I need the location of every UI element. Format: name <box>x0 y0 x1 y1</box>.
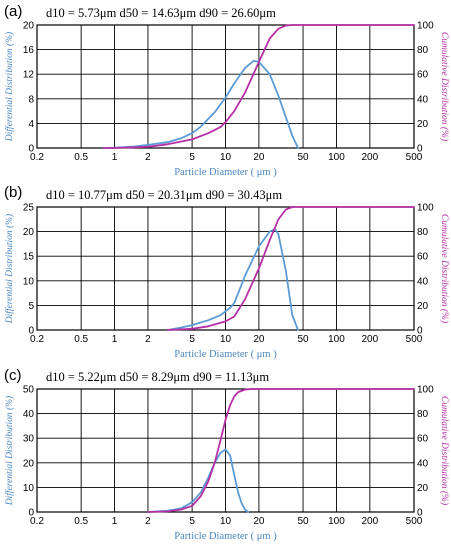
x-tick-label: 10 <box>220 516 232 527</box>
x-tick-label: 500 <box>406 152 423 163</box>
y-right-tick-label: 60 <box>417 70 429 81</box>
stats-text: d10 = 10.77μm d50 = 20.31μm d90 = 30.43μ… <box>46 188 282 202</box>
x-tick-label: 5 <box>189 516 195 527</box>
y-left-tick-label: 0 <box>28 326 34 337</box>
y-left-tick-label: 40 <box>23 409 35 420</box>
x-tick-label: 2 <box>145 516 151 527</box>
y-right-tick-label: 0 <box>417 326 423 337</box>
x-tick-label: 0.2 <box>30 516 44 527</box>
x-tick-label: 0.5 <box>74 152 88 163</box>
y-right-tick-label: 20 <box>417 483 429 494</box>
differential-distribution-line <box>166 228 299 331</box>
panel-label: (c) <box>4 367 22 384</box>
y-right-tick-label: 20 <box>417 301 429 312</box>
x-tick-label: 500 <box>406 334 423 345</box>
cumulative-distribution-line <box>102 24 415 149</box>
x-tick-label: 10 <box>220 334 232 345</box>
x-tick-label: 0.5 <box>74 516 88 527</box>
y-right-tick-label: 60 <box>417 434 429 445</box>
x-tick-label: 200 <box>362 152 379 163</box>
x-tick-label: 100 <box>328 334 345 345</box>
x-tick-label: 20 <box>253 152 265 163</box>
x-tick-label: 200 <box>362 516 379 527</box>
differential-distribution-line <box>146 448 250 513</box>
cumulative-distribution-line <box>166 206 415 331</box>
y-left-tick-label: 50 <box>23 385 35 396</box>
y-right-tick-label: 100 <box>417 385 434 396</box>
x-tick-label: 5 <box>189 334 195 345</box>
x-tick-label: 500 <box>406 516 423 527</box>
x-axis-label: Particle Diameter ( μm ) <box>174 531 277 542</box>
x-tick-label: 1 <box>112 516 118 527</box>
y-right-tick-label: 0 <box>417 508 423 519</box>
y-right-tick-label: 100 <box>417 203 434 214</box>
y-left-tick-label: 5 <box>28 301 34 312</box>
x-tick-label: 50 <box>297 152 309 163</box>
y-right-axis-label: Cumulative Distribution (%) <box>439 214 450 323</box>
chart-panel-0: (a) d10 = 5.73μm d50 = 14.63μm d90 = 26.6… <box>4 3 450 178</box>
y-right-tick-label: 0 <box>417 144 423 155</box>
y-left-tick-label: 4 <box>28 119 34 130</box>
y-right-tick-label: 60 <box>417 252 429 263</box>
y-left-tick-label: 16 <box>23 45 35 56</box>
y-right-tick-label: 20 <box>417 119 429 130</box>
x-tick-label: 100 <box>328 516 345 527</box>
y-left-tick-label: 0 <box>28 508 34 519</box>
x-axis-label: Particle Diameter ( μm ) <box>174 167 277 178</box>
plot-frame <box>36 24 415 149</box>
differential-distribution-line <box>102 59 299 149</box>
x-tick-label: 0.5 <box>74 334 88 345</box>
y-right-tick-label: 40 <box>417 276 429 287</box>
y-left-tick-label: 30 <box>23 434 35 445</box>
chart-panel-2: (c) d10 = 5.22μm d50 = 8.29μm d90 = 11.13… <box>4 367 450 542</box>
y-right-tick-label: 80 <box>417 45 429 56</box>
x-tick-label: 10 <box>220 152 232 163</box>
stats-text: d10 = 5.73μm d50 = 14.63μm d90 = 26.60μm <box>46 6 276 20</box>
x-tick-label: 2 <box>145 334 151 345</box>
y-left-tick-label: 25 <box>23 203 35 214</box>
cumulative-distribution-line <box>146 388 415 513</box>
x-tick-label: 0.2 <box>30 152 44 163</box>
x-tick-label: 2 <box>145 152 151 163</box>
plot-frame <box>36 388 415 513</box>
y-left-tick-label: 20 <box>23 21 35 32</box>
stats-text: d10 = 5.22μm d50 = 8.29μm d90 = 11.13μm <box>46 370 269 384</box>
y-left-tick-label: 12 <box>23 70 35 81</box>
chart-panel-1: (b) d10 = 10.77μm d50 = 20.31μm d90 = 30.… <box>4 184 450 360</box>
panel-label: (b) <box>4 184 22 201</box>
x-tick-label: 100 <box>328 152 345 163</box>
y-left-axis-label: Differential Distribution (%) <box>4 396 15 506</box>
y-right-tick-label: 40 <box>417 94 429 105</box>
x-tick-label: 20 <box>253 516 265 527</box>
y-left-tick-label: 20 <box>23 458 35 469</box>
x-tick-label: 200 <box>362 334 379 345</box>
y-left-tick-label: 15 <box>23 252 35 263</box>
x-tick-label: 1 <box>112 334 118 345</box>
y-left-tick-label: 10 <box>23 483 35 494</box>
x-tick-label: 0.2 <box>30 334 44 345</box>
x-axis-label: Particle Diameter ( μm ) <box>174 349 277 360</box>
y-right-axis-label: Cumulative Distribution (%) <box>439 32 450 141</box>
y-left-tick-label: 0 <box>28 144 34 155</box>
y-left-axis-label: Differential Distribution (%) <box>4 32 15 142</box>
x-tick-label: 1 <box>112 152 118 163</box>
y-right-tick-label: 80 <box>417 409 429 420</box>
panel-label: (a) <box>4 3 22 20</box>
y-right-tick-label: 100 <box>417 21 434 32</box>
x-tick-label: 20 <box>253 334 265 345</box>
y-right-tick-label: 80 <box>417 227 429 238</box>
y-left-tick-label: 10 <box>23 276 35 287</box>
y-right-axis-label: Cumulative Distribution (%) <box>439 396 450 505</box>
x-tick-label: 50 <box>297 334 309 345</box>
x-tick-label: 5 <box>189 152 195 163</box>
y-right-tick-label: 40 <box>417 458 429 469</box>
y-left-axis-label: Differential Distribution (%) <box>4 214 15 324</box>
x-tick-label: 50 <box>297 516 309 527</box>
plot-frame <box>36 206 415 331</box>
y-left-tick-label: 8 <box>28 94 34 105</box>
y-left-tick-label: 20 <box>23 227 35 238</box>
